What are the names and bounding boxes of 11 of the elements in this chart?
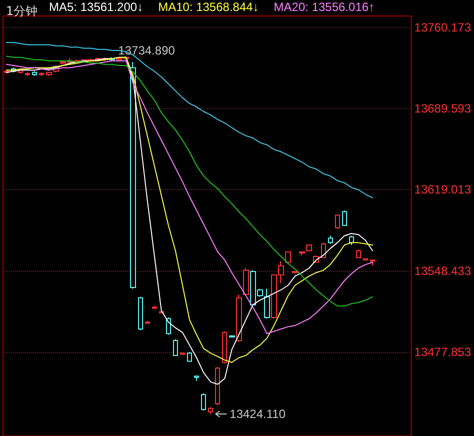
annotation: 13424.110 [230,407,286,422]
y-tick-label: 13477.853 [414,345,472,360]
annotation: 13734.890 [118,43,176,58]
y-tick-label: 13689.593 [414,102,472,116]
text: MA10: 13568.844↓ [158,0,259,14]
chart-title: 1分钟 [6,4,38,18]
text: MA5: 13561.200↓ [49,0,144,14]
y-tick-label: 13548.433 [414,264,472,278]
y-tick-label: 13760.173 [414,20,472,34]
y-tick-label: 13619.013 [414,182,472,197]
text: MA20: 13556.016↑ [274,0,375,14]
